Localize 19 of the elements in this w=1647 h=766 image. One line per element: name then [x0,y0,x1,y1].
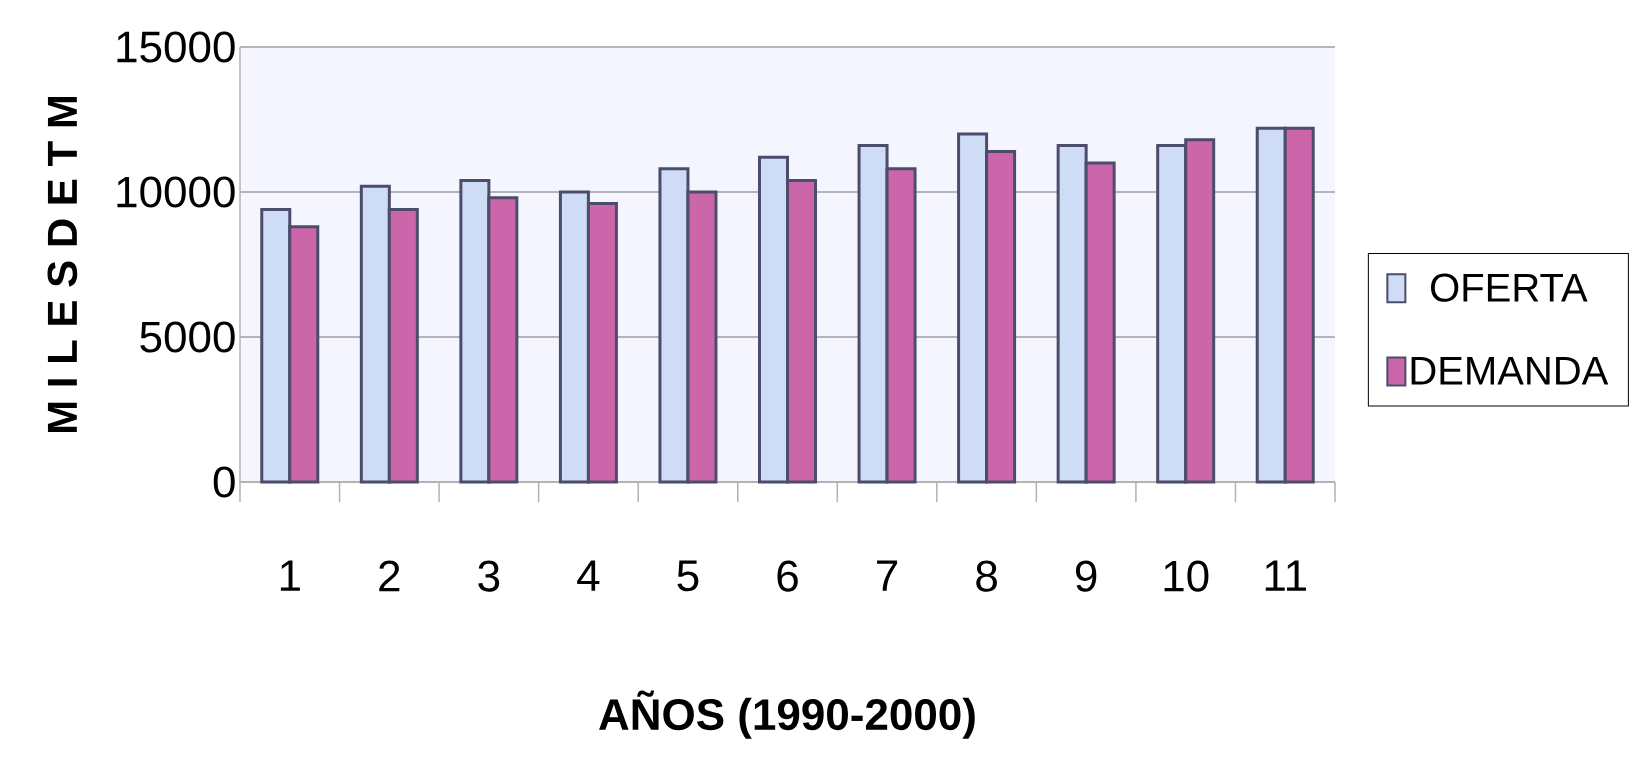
x-tick-label: 3 [478,560,500,592]
y-tick-label: 15000 [117,31,235,63]
x-tick-label: 7 [877,560,898,591]
x-tick-label: 10 [1164,560,1209,592]
x-tick-label: 5 [677,560,699,592]
y-axis-title: M I L E S D E T M [47,96,78,433]
x-tick-label: 4 [577,560,600,591]
x-tick-label: 2 [379,560,400,592]
x-axis-title: AÑOS (1990-2000) [599,690,975,739]
x-tick-label: 6 [777,560,798,592]
x-tick-label: 11 [1265,560,1306,591]
y-tick-label: 0 [213,466,235,498]
y-tick-label: 5000 [140,321,235,353]
x-tick-label: 8 [976,560,997,592]
x-tick-label: 1 [280,560,300,591]
legend-label: OFERTA [1431,273,1588,302]
legend-label: DEMANDA [1411,356,1609,385]
x-tick-label: 9 [1075,560,1097,592]
y-tick-label: 10000 [117,176,235,208]
